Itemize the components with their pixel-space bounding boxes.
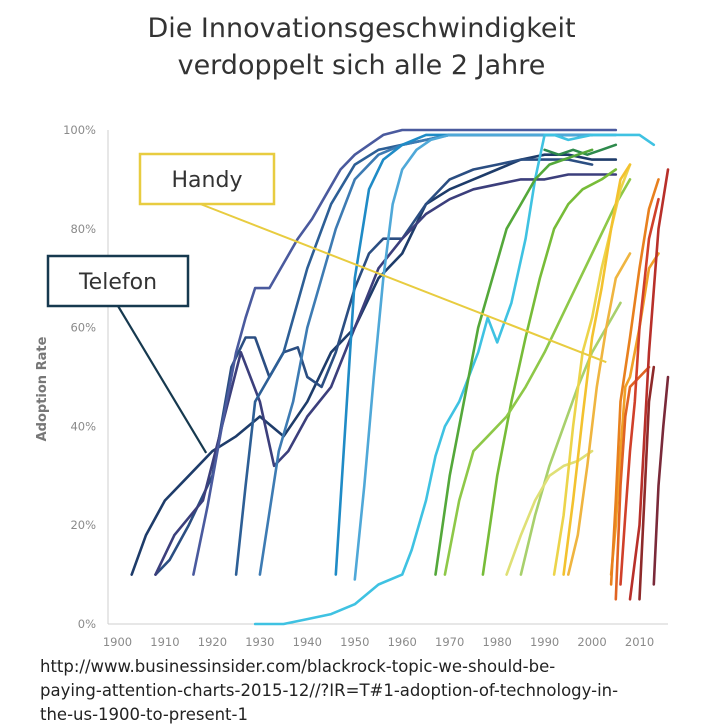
y-tick-label: 40% xyxy=(70,419,96,433)
series-line-9 xyxy=(253,133,656,626)
handy-callout-box xyxy=(138,152,276,206)
series-line-13 xyxy=(443,178,632,576)
series-line-8 xyxy=(353,133,594,581)
x-tick-label: 1900 xyxy=(103,635,132,649)
x-tick-label: 1980 xyxy=(483,635,512,649)
x-tick-label: 1960 xyxy=(388,635,417,649)
series-line-23 xyxy=(628,168,670,601)
telefon-pointer-line xyxy=(117,305,208,454)
y-tick-label: 20% xyxy=(70,518,96,532)
handy-pointer-line xyxy=(199,203,607,364)
y-tick-label: 60% xyxy=(70,321,96,335)
handy-callout-label: Handy xyxy=(172,168,243,193)
y-tick-label: 0% xyxy=(78,617,96,631)
x-tick-label: 1950 xyxy=(340,635,369,649)
series-line-22 xyxy=(619,197,660,586)
adoption-chart: 0% 20% 40% 60% 80% 100% 1900 1910 1920 1930 1940 19… xyxy=(35,123,670,649)
series-line-12 xyxy=(481,168,618,576)
x-tick-label: 2000 xyxy=(577,635,606,649)
series-line-25 xyxy=(652,375,670,586)
y-tick-label: 100% xyxy=(63,123,96,137)
series-line-1 xyxy=(130,153,618,576)
series-line-3 xyxy=(154,173,618,576)
series-line-21 xyxy=(614,365,651,601)
x-tick-label: 1910 xyxy=(150,635,179,649)
title-line-1: Die Innovationsgeschwindigkeit xyxy=(147,13,576,44)
x-tick-label: 1990 xyxy=(530,635,559,649)
x-tick-label: 1970 xyxy=(435,635,464,649)
x-tick-label: 1940 xyxy=(293,635,322,649)
x-tick-label: 2010 xyxy=(625,635,654,649)
y-axis-title: Adoption Rate xyxy=(35,336,50,441)
series-line-20 xyxy=(609,178,660,586)
series-line-2 xyxy=(154,158,594,576)
series-line-14 xyxy=(519,301,622,576)
series-line-4 xyxy=(192,128,618,576)
series-line-18 xyxy=(567,252,632,576)
series-line-24 xyxy=(638,365,656,601)
title-line-2: verdoppelt sich alle 2 Jahre xyxy=(177,50,546,81)
y-tick-label: 80% xyxy=(70,222,96,236)
source-line-3[interactable]: the-us-1900-to-present-1 xyxy=(40,705,248,724)
series-line-10 xyxy=(543,143,618,156)
series-line-19 xyxy=(609,252,660,576)
series-line-17 xyxy=(562,163,632,576)
x-tick-label: 1930 xyxy=(245,635,274,649)
source-citation[interactable]: http://www.businessinsider.com/blackrock… xyxy=(40,655,680,727)
x-tick-label: 1920 xyxy=(198,635,227,649)
telefon-callout-label: Telefon xyxy=(78,270,157,295)
slide-title: Die Innovationsgeschwindigkeit verdoppel… xyxy=(0,10,723,84)
telefon-callout-box xyxy=(46,254,190,308)
source-line-1[interactable]: http://www.businessinsider.com/blackrock… xyxy=(40,657,556,676)
source-line-2[interactable]: paying-attention-charts-2015-12//?IR=T#1… xyxy=(40,681,619,700)
series-line-11 xyxy=(434,148,594,576)
